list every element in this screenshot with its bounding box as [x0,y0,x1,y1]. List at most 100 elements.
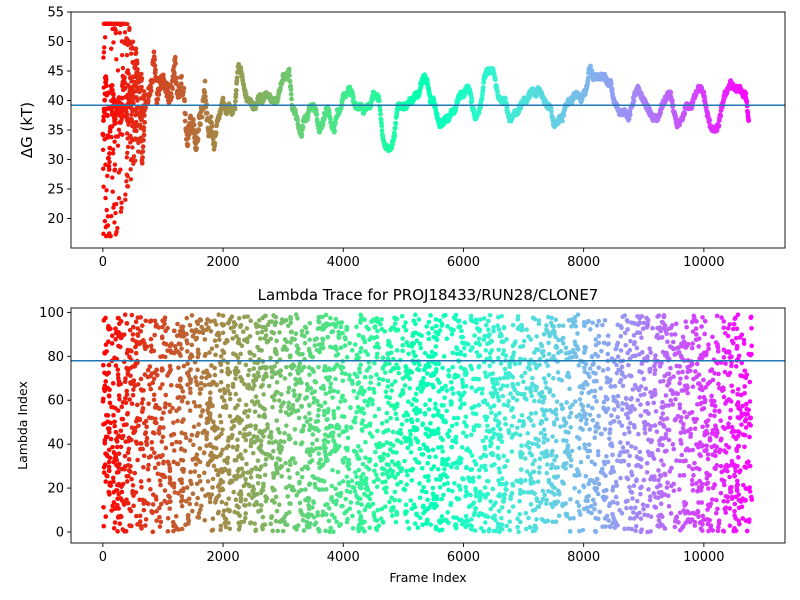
data-point [102,45,107,50]
data-point [690,466,695,472]
data-point [172,328,177,334]
data-point [659,458,664,463]
data-point [188,113,194,119]
data-point [204,102,209,107]
data-point [119,52,125,58]
data-point [610,91,616,97]
data-point [558,424,563,429]
data-point [180,389,186,394]
data-point [630,387,636,392]
data-point [106,393,112,399]
data-point [493,377,499,382]
data-point [217,111,223,116]
data-point [140,155,145,160]
data-point [610,520,616,526]
data-point [567,414,572,420]
data-point [443,312,448,318]
data-point [686,463,692,469]
data-point [615,340,621,346]
data-point [462,320,468,325]
data-point [441,354,447,359]
data-point [568,425,574,430]
data-point [716,408,722,414]
data-point [182,118,188,124]
data-point [140,397,146,402]
data-point [668,398,674,403]
data-point [605,366,611,372]
data-point [100,147,106,153]
data-point [243,511,249,516]
data-point [214,122,220,128]
data-point [524,327,529,332]
data-point [627,516,633,521]
data-point [213,446,219,451]
data-point [741,482,746,488]
data-point [233,352,239,358]
data-point [483,322,489,328]
data-point [631,483,637,489]
data-point [442,466,447,472]
data-point [344,508,349,514]
data-point [210,485,215,490]
data-point [204,436,209,442]
data-point [227,526,233,532]
data-point [160,72,166,78]
data-point [249,437,254,443]
data-point [586,442,592,447]
data-point [328,525,333,531]
data-point [142,420,147,426]
data-point [619,325,624,331]
data-point [396,370,402,376]
data-point [289,487,295,493]
data-point [302,324,308,330]
data-point [704,470,709,476]
data-point [160,452,165,458]
data-point [542,492,548,498]
data-point [593,342,599,348]
data-point [277,430,282,435]
data-point [123,94,129,100]
data-point [119,111,124,117]
data-point [737,415,742,421]
data-point [453,439,459,445]
data-point [148,486,153,492]
data-point [605,351,611,357]
data-point [133,51,139,57]
data-point [122,464,128,469]
data-point [401,324,407,329]
data-point [180,89,186,95]
data-point [104,188,109,193]
data-point [104,92,110,98]
data-point [136,79,142,85]
data-point [141,453,147,459]
data-point [550,115,556,121]
data-point [356,467,362,473]
data-point [333,501,339,507]
data-point [615,354,621,359]
data-point [119,416,125,422]
data-point [389,471,395,477]
data-point [111,525,117,531]
data-point [148,454,154,459]
data-point [708,412,713,418]
data-point [694,416,699,422]
data-point [208,114,214,120]
data-point [583,421,589,427]
data-point [112,116,118,122]
data-point [627,112,633,118]
data-point [144,435,150,441]
data-point [152,332,157,338]
data-point [697,466,702,472]
data-point [119,200,124,205]
data-point [707,118,712,123]
data-point [439,514,445,519]
data-point [108,436,114,442]
data-point [615,501,620,506]
data-point [189,481,194,487]
data-point [260,324,265,330]
data-point [154,508,159,514]
data-point [233,497,239,503]
data-point [260,514,266,520]
data-point [553,465,559,470]
data-point [236,454,241,459]
